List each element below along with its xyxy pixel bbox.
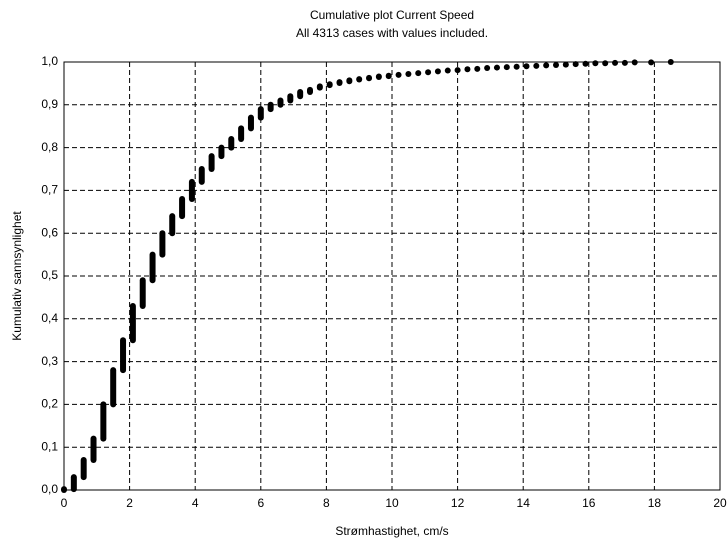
x-tick-label: 2	[126, 496, 133, 510]
range-bar	[287, 93, 294, 104]
range-bar	[346, 77, 353, 85]
range-bar	[100, 401, 107, 442]
range-bar	[592, 60, 599, 67]
x-tick-label: 0	[61, 496, 68, 510]
range-bar	[602, 60, 609, 67]
range-bar	[503, 64, 510, 71]
range-bar	[297, 88, 304, 100]
range-bar	[80, 457, 87, 481]
y-axis-label: Kumulativ sannsynlighet	[10, 211, 24, 341]
x-tick-label: 20	[713, 496, 727, 510]
range-bar	[326, 81, 333, 89]
range-bar	[149, 251, 156, 284]
range-bar	[366, 74, 373, 82]
range-bar	[257, 106, 264, 121]
range-bar	[425, 69, 432, 76]
x-tick-label: 8	[323, 496, 330, 510]
y-tick-label: 0,8	[41, 140, 58, 154]
y-tick-label: 0,1	[41, 439, 58, 453]
range-bar	[415, 70, 422, 77]
range-bar	[572, 61, 579, 68]
range-bar	[307, 86, 313, 95]
range-bar	[61, 486, 67, 493]
y-tick-label: 0,0	[41, 482, 58, 496]
range-bar	[474, 65, 481, 72]
x-tick-label: 4	[192, 496, 199, 510]
range-bar	[70, 474, 77, 493]
range-bar	[395, 71, 402, 78]
y-tick-label: 1,0	[41, 54, 58, 68]
x-tick-label: 6	[257, 496, 264, 510]
range-bar	[631, 59, 638, 66]
range-bar	[356, 76, 363, 83]
range-bar	[228, 136, 235, 151]
chart-title: Cumulative plot Current Speed	[310, 8, 474, 22]
range-bar	[612, 59, 619, 66]
range-bar	[553, 61, 559, 68]
x-axis-label: Strømhastighet, cm/s	[335, 524, 448, 538]
range-bar	[169, 213, 176, 237]
y-tick-label: 0,9	[41, 97, 58, 111]
range-bar	[621, 59, 628, 66]
range-bar	[405, 70, 412, 77]
range-bar	[667, 59, 674, 65]
range-bar	[513, 63, 520, 70]
range-bar	[484, 64, 491, 71]
range-bar	[434, 68, 441, 75]
range-bar	[90, 435, 97, 464]
range-bar	[277, 97, 284, 108]
range-bar	[208, 153, 215, 172]
range-bar	[198, 166, 205, 185]
range-bar	[493, 64, 500, 71]
range-bar	[543, 62, 550, 69]
range-bar	[533, 62, 540, 69]
range-bar	[562, 61, 569, 68]
range-bar	[454, 67, 461, 74]
chart-subtitle: All 4313 cases with values included.	[296, 26, 488, 40]
x-tick-label: 16	[582, 496, 596, 510]
range-bar	[523, 63, 530, 70]
x-tick-label: 18	[648, 496, 662, 510]
x-tick-label: 14	[517, 496, 531, 510]
range-bar	[129, 302, 136, 344]
y-tick-label: 0,5	[41, 268, 58, 282]
range-bar	[375, 73, 382, 80]
range-bar	[120, 337, 127, 374]
range-bar	[247, 114, 254, 132]
range-bar	[179, 195, 186, 220]
range-bar	[648, 59, 655, 66]
y-tick-label: 0,7	[41, 183, 58, 197]
range-bar	[316, 83, 323, 91]
y-tick-label: 0,3	[41, 354, 58, 368]
range-bar	[582, 60, 589, 67]
range-bar	[188, 178, 195, 202]
range-bar	[464, 66, 471, 73]
range-bar	[336, 79, 343, 86]
range-bar	[385, 72, 392, 80]
range-bar	[110, 367, 117, 408]
range-bar	[238, 125, 245, 143]
range-bar	[139, 277, 146, 309]
range-bar	[218, 144, 225, 160]
range-bar	[444, 67, 451, 74]
y-tick-label: 0,2	[41, 397, 58, 411]
x-tick-label: 12	[451, 496, 465, 510]
y-tick-label: 0,6	[41, 225, 58, 239]
range-bar	[159, 230, 166, 258]
x-tick-label: 10	[385, 496, 399, 510]
range-bar	[267, 101, 274, 113]
y-tick-label: 0,4	[41, 311, 58, 325]
